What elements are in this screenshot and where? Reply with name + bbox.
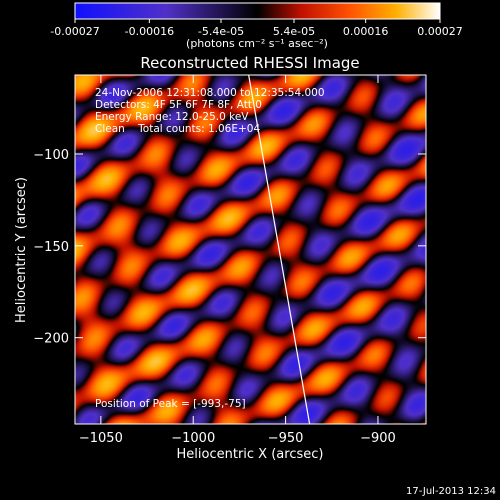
peak-position-label: Position of Peak = [-993,-75] [95,398,246,410]
colorbar-gradient [74,2,441,20]
plot-frame [74,74,427,425]
x-axis-label: Heliocentric X (arcsec) [177,447,324,462]
chart-title: Reconstructed RHESSI Image [140,54,359,72]
solar-limb-line [248,75,311,424]
x-tick-label: −1050 [79,431,123,446]
colorbar-tick-label: 0.00016 [343,25,389,38]
colorbar: -0.00027 -0.00016 -5.4e-05 5.4e-05 0.00016 0.… [50,2,463,50]
annotation-time: 24-Nov-2006 12:31:08.000 to 12:35:54.000 [95,87,325,99]
colorbar-ticks: -0.00027 -0.00016 -5.4e-05 5.4e-05 0.00016 0.… [50,19,463,38]
colorbar-tick-label: 5.4e-05 [273,25,315,38]
colorbar-tick-label: -0.00016 [125,25,174,38]
x-axis: −1050 −1000 −950 −900 [79,75,396,446]
x-tick-label: −950 [268,431,304,446]
heatmap-image [75,75,426,424]
y-tick-label: −100 [33,148,69,163]
y-axis: −100 −150 −200 [33,148,426,347]
y-axis-label: Heliocentric Y (arcsec) [14,177,29,323]
annotation-block: 24-Nov-2006 12:31:08.000 to 12:35:54.000… [95,87,325,135]
annotation-clean: Clean Total counts: 1.06E+04 [95,123,260,135]
x-tick-label: −1000 [171,431,215,446]
annotation-energy: Energy Range: 12.0-25.0 keV [95,111,249,123]
colorbar-tick-label: 0.00027 [417,25,463,38]
y-tick-label: −150 [33,240,69,255]
annotation-detectors: Detectors: 4F 5F 6F 7F 8F, Att 0 [95,99,262,111]
colorbar-units: (photons cm⁻² s⁻¹ asec⁻²) [186,37,328,50]
y-tick-label: −200 [33,332,69,347]
footer-timestamp: 17-Jul-2013 12:34 [406,486,496,497]
x-tick-label: −900 [360,431,396,446]
colorbar-tick-label: -5.4e-05 [198,25,244,38]
colorbar-tick-label: -0.00027 [50,25,99,38]
